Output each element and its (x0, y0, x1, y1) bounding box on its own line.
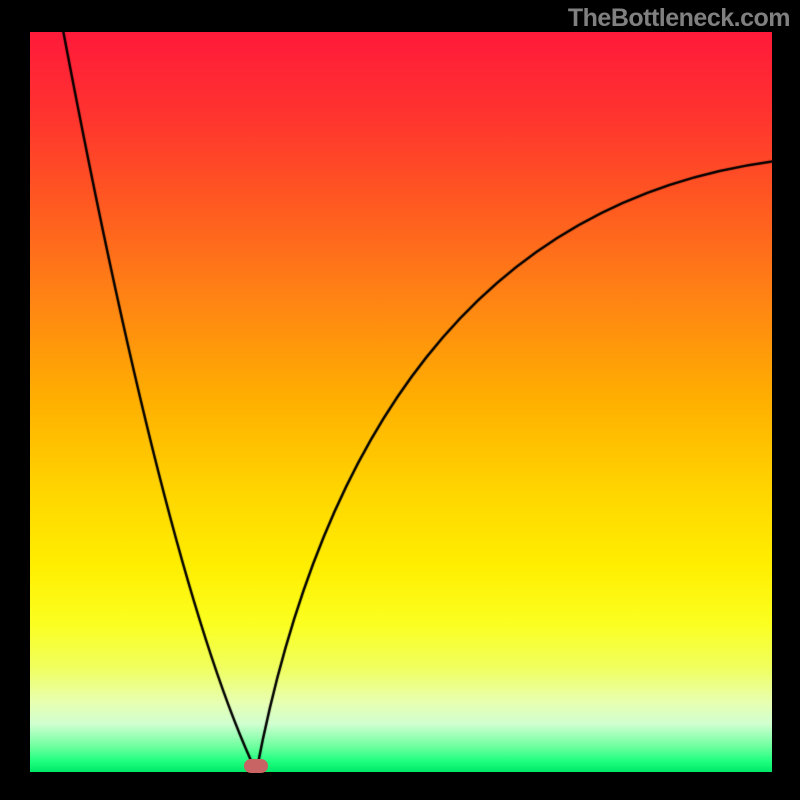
chart-container: TheBottleneck.com (0, 0, 800, 800)
watermark-text: TheBottleneck.com (568, 4, 790, 33)
minimum-marker (244, 759, 268, 773)
v-curve-canvas (0, 0, 800, 800)
